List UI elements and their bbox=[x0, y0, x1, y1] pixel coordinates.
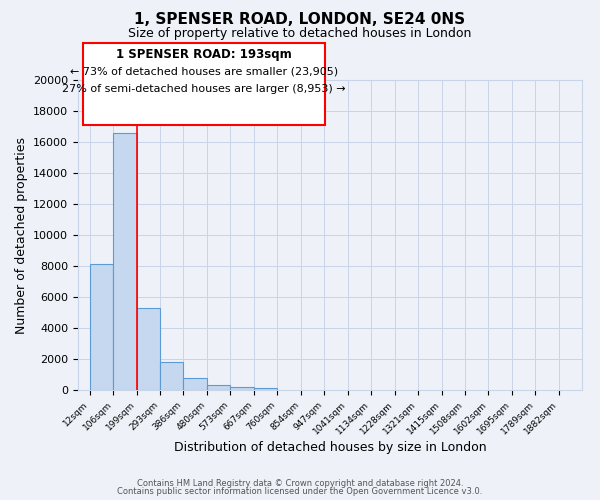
Y-axis label: Number of detached properties: Number of detached properties bbox=[14, 136, 28, 334]
Text: Contains public sector information licensed under the Open Government Licence v3: Contains public sector information licen… bbox=[118, 487, 482, 496]
Text: 27% of semi-detached houses are larger (8,953) →: 27% of semi-detached houses are larger (… bbox=[62, 84, 346, 94]
Bar bbox=[137, 308, 160, 390]
Bar bbox=[160, 362, 184, 390]
Bar bbox=[254, 388, 277, 390]
Bar bbox=[113, 132, 137, 390]
Bar bbox=[207, 386, 230, 390]
Text: 1, SPENSER ROAD, LONDON, SE24 0NS: 1, SPENSER ROAD, LONDON, SE24 0NS bbox=[134, 12, 466, 28]
Text: 1 SPENSER ROAD: 193sqm: 1 SPENSER ROAD: 193sqm bbox=[116, 48, 292, 61]
Text: Contains HM Land Registry data © Crown copyright and database right 2024.: Contains HM Land Registry data © Crown c… bbox=[137, 478, 463, 488]
Bar bbox=[89, 264, 113, 390]
Bar bbox=[230, 387, 254, 390]
Text: ← 73% of detached houses are smaller (23,905): ← 73% of detached houses are smaller (23… bbox=[70, 67, 338, 77]
X-axis label: Distribution of detached houses by size in London: Distribution of detached houses by size … bbox=[173, 442, 487, 454]
Text: Size of property relative to detached houses in London: Size of property relative to detached ho… bbox=[128, 28, 472, 40]
Bar bbox=[184, 378, 207, 390]
